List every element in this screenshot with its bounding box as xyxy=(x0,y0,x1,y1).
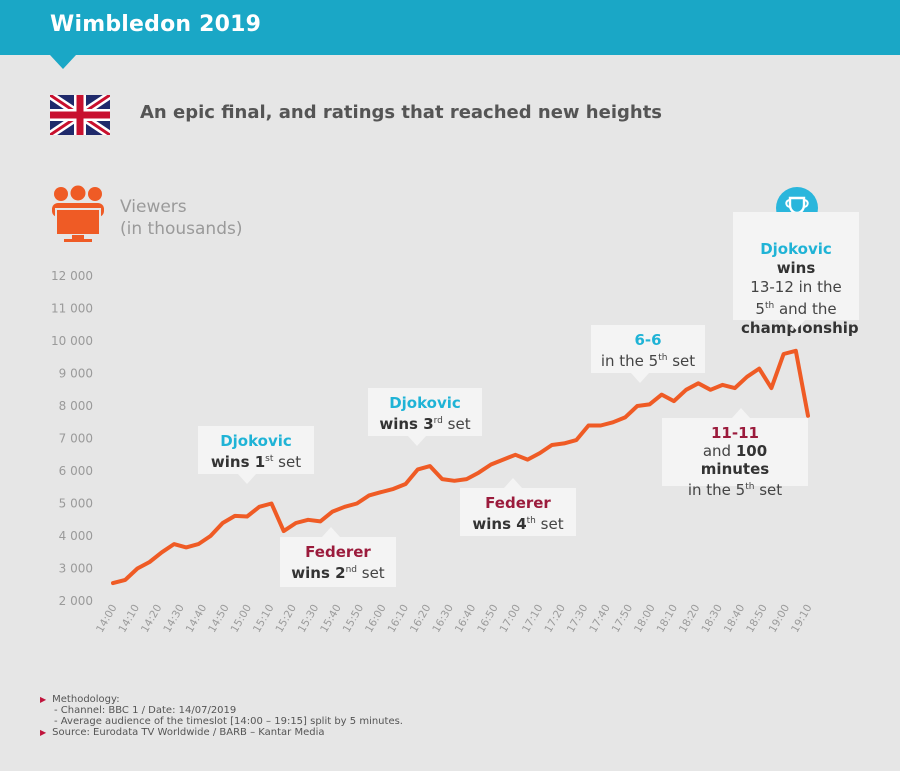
y-tick-label: 2 000 xyxy=(59,594,93,608)
callout-championship: Djokovic wins 13-12 in the 5th and the c… xyxy=(733,212,859,337)
callout-djokovic-set3: Djokovic wins 3rd set xyxy=(368,388,482,446)
y-axis-unit-label: Viewers (in thousands) xyxy=(120,196,242,240)
x-tick-label: 16:50 xyxy=(475,603,501,635)
callout-3-line-2: wins 3rd set xyxy=(379,415,471,433)
y-tick-label: 4 000 xyxy=(59,529,93,543)
x-tick-label: 19:10 xyxy=(789,603,815,635)
callout-3-line-1: Djokovic xyxy=(389,394,461,412)
line-chart: 12 000 11 000 10 000 9 000 8 000 7 000 6 000 5 … xyxy=(51,269,815,635)
callout-4-line-2: wins 4th set xyxy=(472,515,564,533)
methodology-timeslot: - Average audience of the timeslot [14:0… xyxy=(54,716,403,727)
x-tick-label: 15:40 xyxy=(318,603,344,635)
callout-1-line-2: wins 1st set xyxy=(210,453,302,471)
x-tick-label: 14:10 xyxy=(116,603,142,635)
uk-flag-icon xyxy=(50,95,110,135)
callout-7-line-1: Djokovic wins xyxy=(760,240,832,277)
x-tick-label: 18:10 xyxy=(655,603,681,635)
x-tick-label: 15:00 xyxy=(229,603,255,635)
x-tick-label: 16:40 xyxy=(453,603,479,635)
x-tick-label: 18:50 xyxy=(744,603,770,635)
callout-7-line-3: 5th and the xyxy=(755,300,837,318)
y-tick-label: 8 000 xyxy=(59,399,93,413)
x-tick-label: 17:40 xyxy=(587,603,613,635)
callout-5-line-2: in the 5th set xyxy=(600,352,696,370)
x-tick-label: 17:00 xyxy=(498,603,524,635)
page-title: Wimbledon 2019 xyxy=(50,12,262,37)
callout-djokovic-set1: Djokovic wins 1st set xyxy=(198,426,314,484)
callout-1-line-1: Djokovic xyxy=(220,432,292,450)
viewers-icon xyxy=(52,185,104,242)
callout-federer-set2: Federer wins 2nd set xyxy=(280,527,396,587)
x-tick-label: 15:30 xyxy=(296,603,322,635)
x-tick-label: 17:20 xyxy=(542,603,568,635)
x-tick-label: 15:20 xyxy=(273,603,299,635)
y-tick-label: 7 000 xyxy=(59,432,93,446)
x-tick-label: 14:30 xyxy=(161,603,187,635)
x-tick-label: 18:20 xyxy=(677,603,703,635)
x-tick-label: 14:50 xyxy=(206,603,232,635)
y-tick-label: 10 000 xyxy=(51,334,93,348)
methodology-channel: - Channel: BBC 1 / Date: 14/07/2019 xyxy=(54,705,237,716)
callout-2-line-2: wins 2nd set xyxy=(291,564,385,582)
y-tick-label: 12 000 xyxy=(51,269,93,283)
y-tick-label: 3 000 xyxy=(59,562,93,576)
unit-line-1: Viewers xyxy=(120,197,187,217)
callout-7-line-2: 13-12 in the xyxy=(750,278,842,296)
callout-federer-set4: Federer wins 4th set xyxy=(460,478,576,536)
x-tick-label: 15:50 xyxy=(341,603,367,635)
x-tick-label: 17:30 xyxy=(565,603,591,635)
y-tick-label: 5 000 xyxy=(59,497,93,511)
x-tick-label: 18:30 xyxy=(699,603,725,635)
x-tick-label: 14:00 xyxy=(94,603,120,635)
x-tick-label: 14:40 xyxy=(184,603,210,635)
y-tick-label: 9 000 xyxy=(59,367,93,381)
callout-11-11: 11-11 and 100 minutes in the 5th set xyxy=(662,408,808,499)
y-tick-labels: 12 000 11 000 10 000 9 000 8 000 7 000 6 000 5 … xyxy=(51,269,93,608)
series-line xyxy=(111,348,810,586)
unit-line-2: (in thousands) xyxy=(120,219,243,239)
subtitle: An epic final, and ratings that reached … xyxy=(140,102,663,123)
x-tick-label: 16:00 xyxy=(363,603,389,635)
x-tick-label: 18:00 xyxy=(632,603,658,635)
header-banner: Wimbledon 2019 xyxy=(0,0,900,55)
callout-6-line-3: in the 5th set xyxy=(687,481,783,499)
callout-6-line-2: and 100 minutes xyxy=(700,442,770,478)
footnotes: ▶ Methodology: - Channel: BBC 1 / Date: 1… xyxy=(40,694,403,738)
methodology-title: ▶ Methodology: xyxy=(40,694,120,705)
callout-6-line-1: 11-11 xyxy=(711,424,759,442)
source-note: ▶ Source: Eurodata TV Worldwide / BARB – … xyxy=(40,727,325,738)
x-tick-label: 16:30 xyxy=(430,603,456,635)
callout-4-line-1: Federer xyxy=(485,494,551,512)
x-tick-labels: 14:0014:1014:2014:3014:4014:5015:0015:10… xyxy=(94,603,815,635)
y-tick-label: 11 000 xyxy=(51,302,93,316)
x-tick-label: 17:10 xyxy=(520,603,546,635)
x-tick-label: 15:10 xyxy=(251,603,277,635)
banner-pointer xyxy=(50,55,76,69)
callout-5-line-1: 6-6 xyxy=(634,331,662,349)
y-tick-label: 6 000 xyxy=(59,464,93,478)
x-tick-label: 19:00 xyxy=(767,603,793,635)
callout-2-line-1: Federer xyxy=(305,543,371,561)
x-tick-label: 16:20 xyxy=(408,603,434,635)
x-tick-label: 16:10 xyxy=(386,603,412,635)
x-tick-label: 14:20 xyxy=(139,603,165,635)
callout-6-6: 6-6 in the 5th set xyxy=(591,325,705,383)
x-tick-label: 17:50 xyxy=(610,603,636,635)
x-tick-label: 18:40 xyxy=(722,603,748,635)
